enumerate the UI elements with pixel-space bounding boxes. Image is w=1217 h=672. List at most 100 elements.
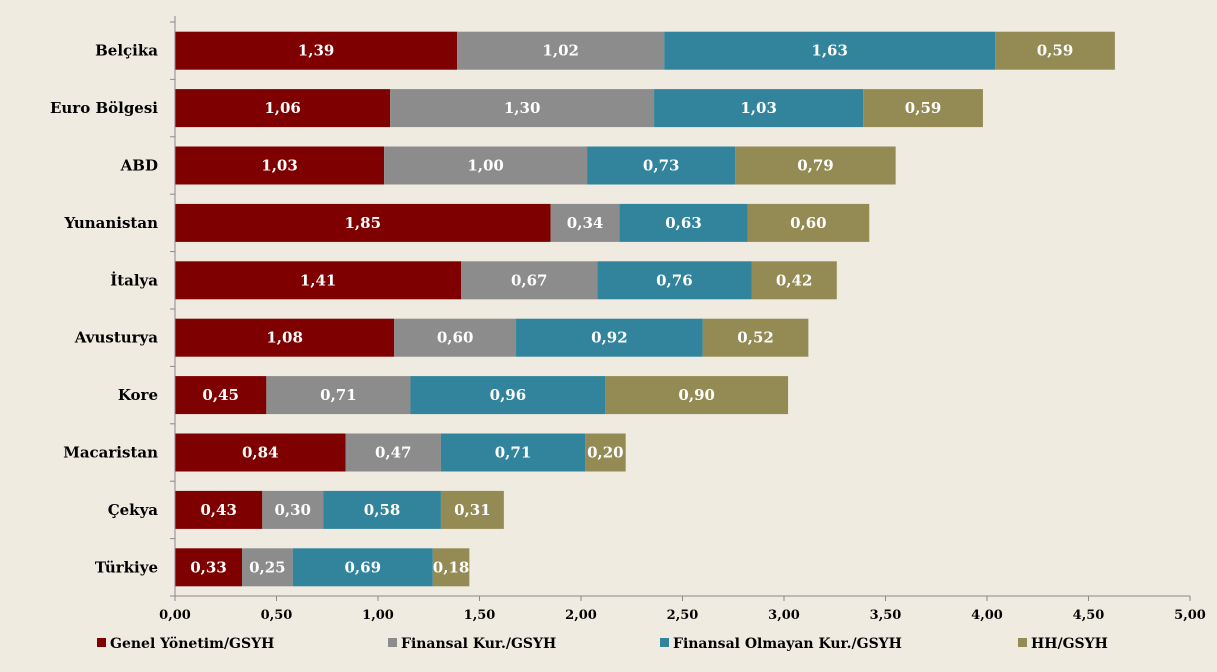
data-label: 0,60 xyxy=(437,329,474,347)
bar-segment xyxy=(440,490,504,529)
data-label: 0,58 xyxy=(364,501,401,519)
bar-segment xyxy=(702,318,809,357)
data-labels-group: 1,39 1,02 1,63 0,59 1,06 1,30 1,03 0,59 1,03 1,00… xyxy=(190,42,1073,577)
data-label: 1,02 xyxy=(542,42,579,60)
bars-group xyxy=(175,31,1115,587)
bar-segment xyxy=(747,203,870,242)
data-label: 0,60 xyxy=(790,214,827,232)
bar-segment xyxy=(619,203,748,242)
data-label: 0,52 xyxy=(737,329,774,347)
data-label: 0,63 xyxy=(665,214,702,232)
bar-segment xyxy=(516,318,703,357)
x-tick-label: 3,50 xyxy=(870,608,902,623)
bar-segment xyxy=(262,490,324,529)
data-label: 0,59 xyxy=(905,99,942,117)
bar-segment xyxy=(345,433,441,472)
legend-label: Finansal Kur./GSYH xyxy=(401,636,556,652)
bar-segment xyxy=(266,376,411,415)
x-tick-label: 0,50 xyxy=(261,608,293,623)
bar-segment xyxy=(175,261,462,300)
x-tick-label: 1,00 xyxy=(362,608,394,623)
bar-segment xyxy=(735,146,896,185)
bar-segment xyxy=(175,433,346,472)
bar-segment xyxy=(432,548,470,587)
legend-label: HH/GSYH xyxy=(1031,636,1108,652)
data-label: 0,90 xyxy=(678,386,715,404)
data-label: 1,08 xyxy=(266,329,303,347)
bar-segment xyxy=(664,31,996,70)
data-label: 0,42 xyxy=(776,271,813,289)
bar-segment xyxy=(605,376,789,415)
bar-segment xyxy=(457,31,665,70)
data-label: 0,18 xyxy=(433,558,470,576)
data-label: 0,30 xyxy=(274,501,311,519)
bar-segment xyxy=(597,261,752,300)
data-label: 0,71 xyxy=(320,386,357,404)
bar-segment xyxy=(384,146,588,185)
data-label: 1,06 xyxy=(264,99,301,117)
data-label: 0,79 xyxy=(797,157,834,175)
bar-segment xyxy=(175,318,395,357)
data-label: 1,03 xyxy=(740,99,777,117)
data-label: 0,84 xyxy=(242,444,279,462)
category-label: ABD xyxy=(120,157,158,175)
legend-swatch xyxy=(388,638,397,647)
category-label: Avusturya xyxy=(74,329,159,347)
bar-segment xyxy=(654,89,864,128)
bar-segment xyxy=(175,146,385,185)
x-tick-label: 0,00 xyxy=(159,608,191,623)
x-tick-label: 5,00 xyxy=(1174,608,1206,623)
bar-segment xyxy=(587,146,736,185)
bar-segment xyxy=(175,490,263,529)
bar-segment xyxy=(175,376,267,415)
data-label: 0,59 xyxy=(1037,42,1074,60)
data-label: 1,03 xyxy=(261,157,298,175)
legend-swatch xyxy=(660,638,669,647)
x-tick-label: 3,00 xyxy=(768,608,800,623)
data-label: 0,34 xyxy=(567,214,604,232)
x-tick-label: 1,50 xyxy=(464,608,496,623)
legend-swatch xyxy=(1018,638,1027,647)
data-label: 0,76 xyxy=(656,271,693,289)
category-label: Macaristan xyxy=(63,444,158,462)
bar-segment xyxy=(292,548,433,587)
data-label: 0,43 xyxy=(200,501,237,519)
category-label: Euro Bölgesi xyxy=(50,99,158,117)
legend-swatch xyxy=(97,638,106,647)
data-label: 1,30 xyxy=(504,99,541,117)
bar-segment xyxy=(585,433,626,472)
data-label: 1,39 xyxy=(298,42,335,60)
bar-segment xyxy=(390,89,655,128)
bar-segment xyxy=(175,89,391,128)
bar-segment xyxy=(323,490,441,529)
category-label: Kore xyxy=(118,386,158,404)
legend-label: Genel Yönetim/GSYH xyxy=(110,636,274,652)
bar-segment xyxy=(175,203,551,242)
bar-segment xyxy=(751,261,837,300)
category-label: İtalya xyxy=(110,270,158,289)
data-label: 0,47 xyxy=(375,444,412,462)
data-label: 1,63 xyxy=(811,42,848,60)
x-tick-label: 4,00 xyxy=(971,608,1003,623)
bar-segment xyxy=(175,31,458,70)
data-label: 0,96 xyxy=(490,386,527,404)
category-label: Çekya xyxy=(108,501,159,519)
data-label: 0,33 xyxy=(190,558,227,576)
x-tick-label: 2,50 xyxy=(667,608,699,623)
data-label: 0,92 xyxy=(591,329,628,347)
bar-segment xyxy=(241,548,293,587)
data-label: 1,85 xyxy=(345,214,382,232)
legend-label: Finansal Olmayan Kur./GSYH xyxy=(673,636,902,652)
data-label: 0,25 xyxy=(249,558,286,576)
x-tick-label: 4,50 xyxy=(1073,608,1105,623)
data-label: 0,20 xyxy=(587,444,624,462)
data-label: 0,71 xyxy=(495,444,532,462)
category-label: Yunanistan xyxy=(63,214,158,232)
bar-segment xyxy=(863,89,983,128)
bar-segment xyxy=(175,548,242,587)
data-label: 0,67 xyxy=(511,271,548,289)
bar-segment xyxy=(440,433,586,472)
data-label: 0,45 xyxy=(202,386,239,404)
category-label: Türkiye xyxy=(95,558,158,576)
